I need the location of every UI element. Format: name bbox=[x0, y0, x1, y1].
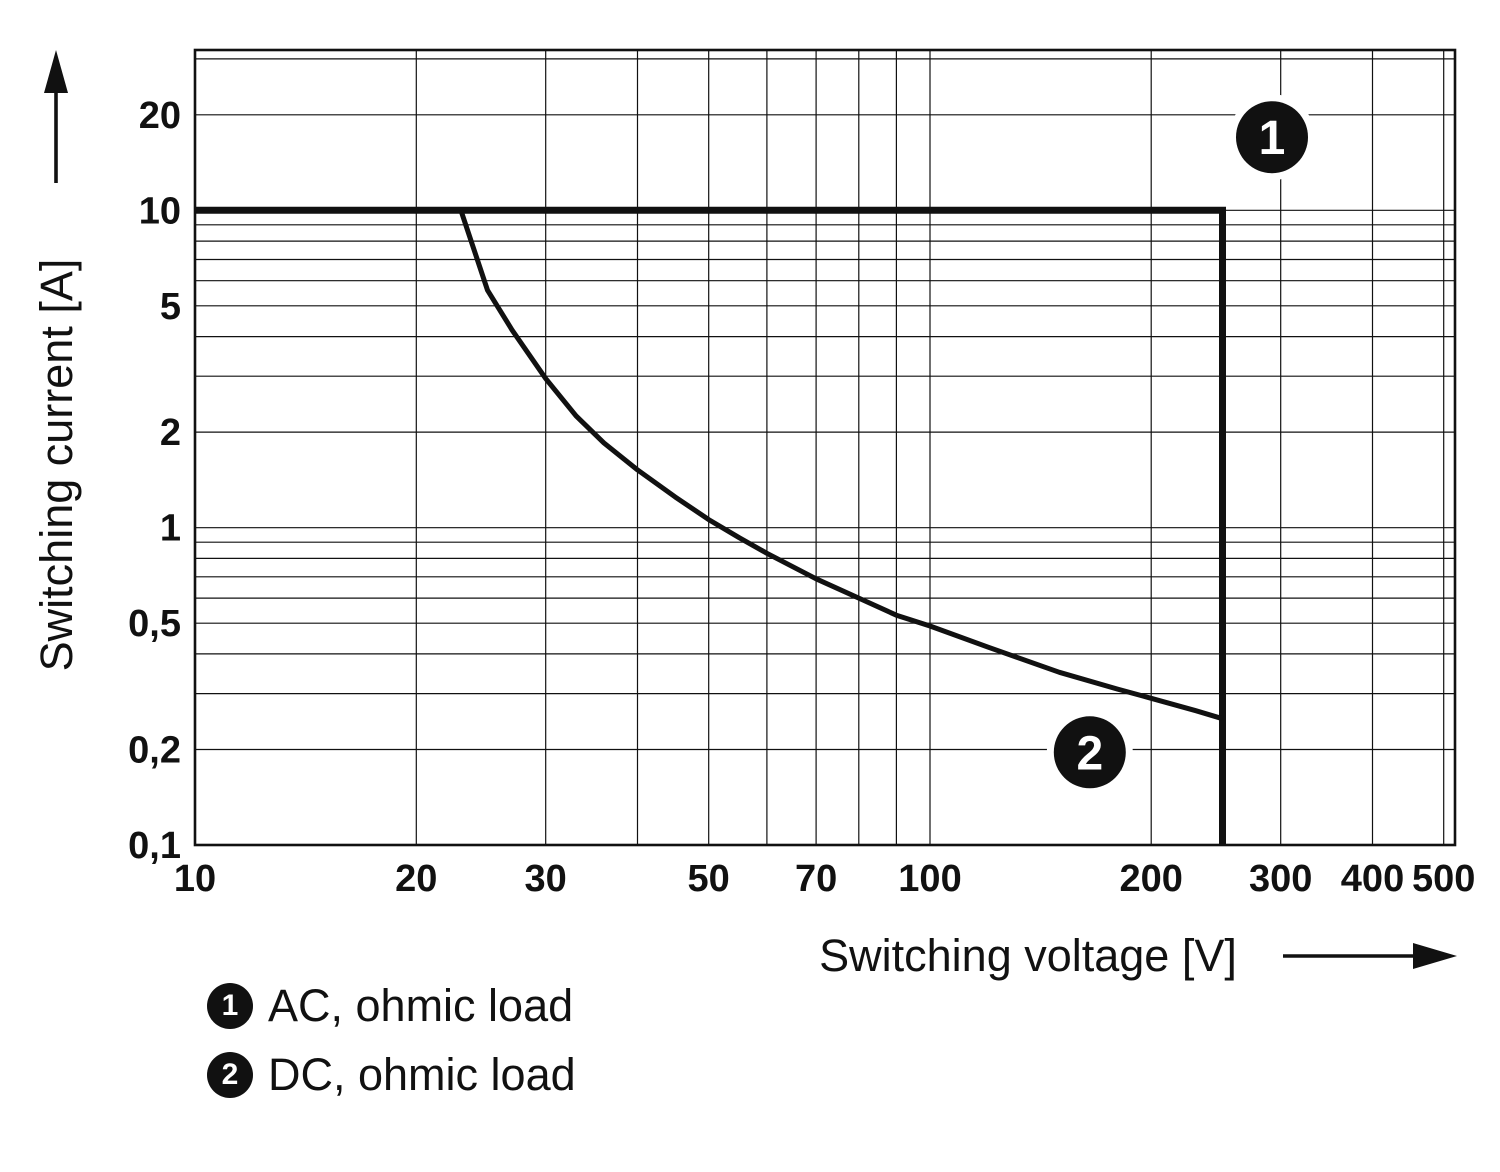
curve-2 bbox=[458, 209, 1224, 722]
x-tick-label: 500 bbox=[1412, 858, 1475, 900]
svg-text:1: 1 bbox=[1259, 112, 1286, 165]
legend-label-dc: DC, ohmic load bbox=[268, 1049, 576, 1100]
x-tick-label: 70 bbox=[795, 858, 837, 900]
curve-1 bbox=[195, 206, 1226, 845]
curve-marker-1: 1 bbox=[1229, 94, 1315, 181]
chart-frame bbox=[193, 48, 1457, 847]
legend-marker-1: 1 bbox=[207, 983, 253, 1029]
x-tick-label: 50 bbox=[688, 858, 730, 900]
x-tick-label: 30 bbox=[525, 858, 567, 900]
x-axis-title: Switching voltage [V] bbox=[819, 930, 1237, 981]
legend-marker-2: 2 bbox=[207, 1052, 253, 1098]
y-tick-label: 0,1 bbox=[128, 825, 181, 867]
x-tick-label: 200 bbox=[1119, 858, 1182, 900]
y-tick-label: 0,2 bbox=[128, 730, 181, 772]
y-axis-arrow-icon bbox=[44, 50, 68, 183]
x-axis-arrow-icon bbox=[1283, 943, 1457, 969]
grid-layer bbox=[193, 48, 1457, 847]
y-tick-label: 1 bbox=[160, 508, 181, 550]
tick-layer: 10 20 30 50 70 100 200 300 400 500 20 10 5 2 1 0,5 0,2 0,… bbox=[128, 95, 1475, 900]
x-tick-label: 400 bbox=[1341, 858, 1404, 900]
y-tick-label: 5 bbox=[160, 286, 181, 328]
y-tick-label: 2 bbox=[160, 412, 181, 454]
annotation-layer: 12 bbox=[1046, 94, 1315, 796]
curve-marker-2: 2 bbox=[1046, 709, 1133, 796]
y-tick-label: 0,5 bbox=[128, 603, 181, 645]
legend-item-ac: 1 AC, ohmic load bbox=[207, 980, 576, 1031]
x-tick-label: 100 bbox=[898, 858, 961, 900]
curve-layer bbox=[195, 206, 1226, 845]
x-tick-label: 10 bbox=[174, 858, 216, 900]
y-axis-title: Switching current [A] bbox=[31, 259, 82, 672]
x-tick-label: 20 bbox=[395, 858, 437, 900]
svg-text:2: 2 bbox=[1076, 727, 1103, 780]
chart-legend: 1 AC, ohmic load 2 DC, ohmic load bbox=[207, 980, 576, 1119]
legend-label-ac: AC, ohmic load bbox=[268, 980, 574, 1031]
y-tick-label: 10 bbox=[139, 190, 181, 232]
legend-item-dc: 2 DC, ohmic load bbox=[207, 1049, 576, 1100]
x-tick-label: 300 bbox=[1249, 858, 1312, 900]
y-tick-label: 20 bbox=[139, 95, 181, 137]
